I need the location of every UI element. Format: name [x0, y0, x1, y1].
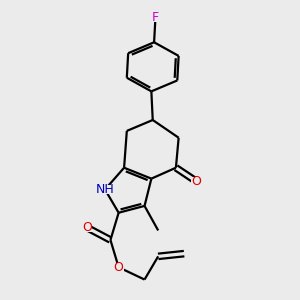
FancyBboxPatch shape [191, 177, 202, 186]
Text: O: O [114, 261, 124, 274]
FancyBboxPatch shape [97, 185, 113, 194]
FancyBboxPatch shape [113, 263, 124, 272]
Text: O: O [191, 175, 201, 188]
Text: NH: NH [96, 183, 114, 196]
FancyBboxPatch shape [151, 14, 160, 22]
Text: F: F [152, 11, 159, 24]
FancyBboxPatch shape [82, 224, 92, 232]
Text: O: O [82, 221, 92, 234]
